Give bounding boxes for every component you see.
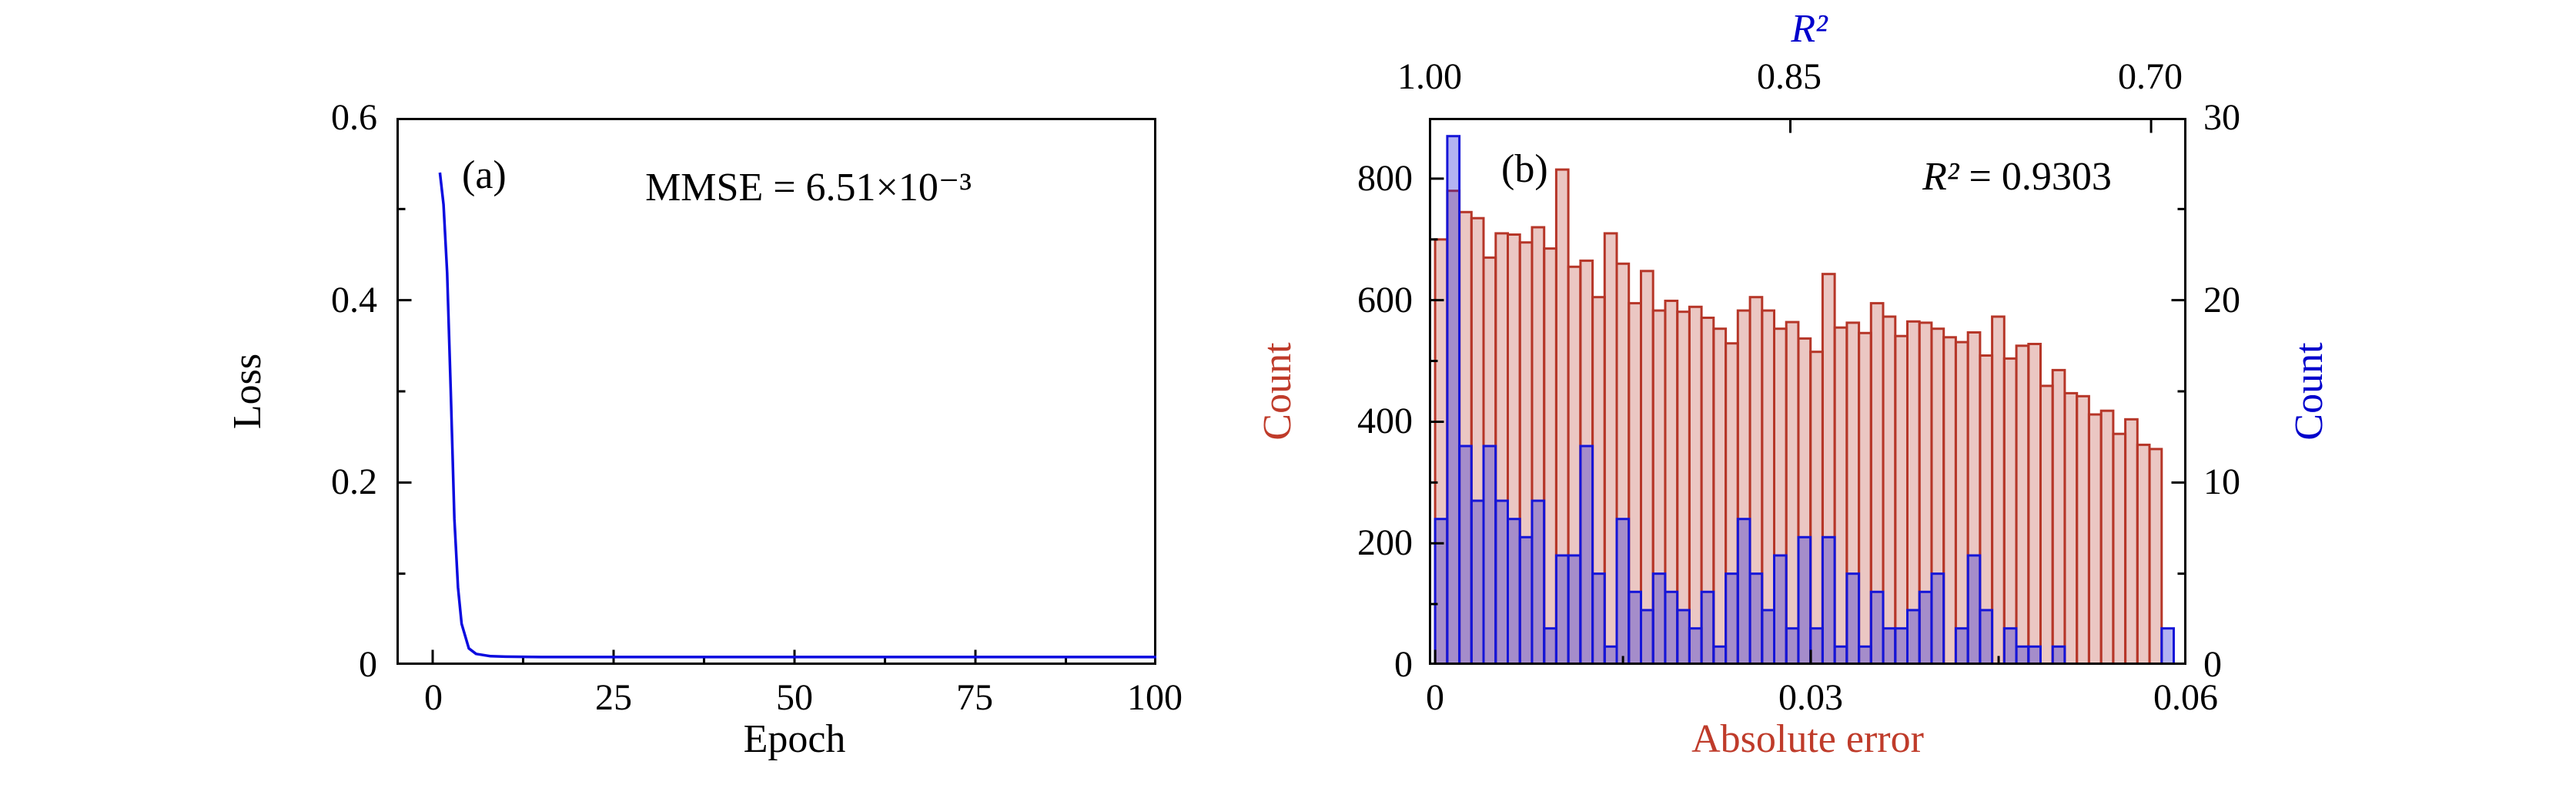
panel-b-btick-0: 0 [1426,677,1444,718]
panel-b-annotation-r2-lhs: R² [1922,155,1959,199]
panel-b-ylabel-right-count: Count [2287,342,2331,441]
panel-b-rtick-0: 0 [2203,644,2222,685]
panel-b-top-tick-1.00: 1.00 [1397,56,1462,97]
panel-b-rtick-20: 20 [2203,280,2240,320]
panel-b-btick-0.03: 0.03 [1778,677,1843,718]
panel-b-top-axis-label-r2: R² [1791,7,1828,51]
panel-b-top-tick-0.70: 0.70 [2118,56,2183,97]
panel-a-tag: (a) [462,153,507,197]
panel-b-ltick-800: 800 [1357,158,1413,199]
panel-b-xlabel-absolute-error: Absolute error [1691,717,1924,761]
panel-b-plot [1429,118,2186,665]
panel-a-ylabel-loss: Loss [226,353,269,430]
panel-b-rtick-30: 30 [2203,97,2240,138]
panel-a-xtick-75: 75 [956,677,993,718]
panel-a-xtick-100: 100 [1127,677,1183,718]
panel-a-ytick-0.6: 0.6 [331,97,377,138]
panel-b-ylabel-left-count: Count [1256,342,1300,441]
panel-a-xlabel-epoch: Epoch [743,717,846,761]
panel-a-ytick-0.2: 0.2 [331,461,377,502]
panel-a-ytick-0.4: 0.4 [331,280,377,320]
panel-a-xtick-50: 50 [776,677,813,718]
panel-b-rtick-10: 10 [2203,461,2240,502]
panel-b-ltick-400: 400 [1357,401,1413,441]
panel-b-ltick-200: 200 [1357,522,1413,563]
panel-a-annotation-mmse: MMSE = 6.51×10⁻³ [645,166,972,210]
panel-a-xtick-0: 0 [424,677,443,718]
panel-b-ltick-600: 600 [1357,280,1413,320]
panel-b-annotation-r2-rhs: = 0.9303 [1959,155,2112,199]
panel-b-ltick-0: 0 [1394,644,1413,685]
panel-b-btick-0.06: 0.06 [2153,677,2218,718]
panel-a-ytick-0: 0 [359,644,377,685]
panel-a-plot [396,118,1156,665]
panel-a-xtick-25: 25 [595,677,632,718]
panel-b-top-tick-0.85: 0.85 [1757,56,1822,97]
panel-b-tag: (b) [1501,147,1548,191]
panel-b-annotation-r2: R² = 0.9303 [1863,153,2171,202]
